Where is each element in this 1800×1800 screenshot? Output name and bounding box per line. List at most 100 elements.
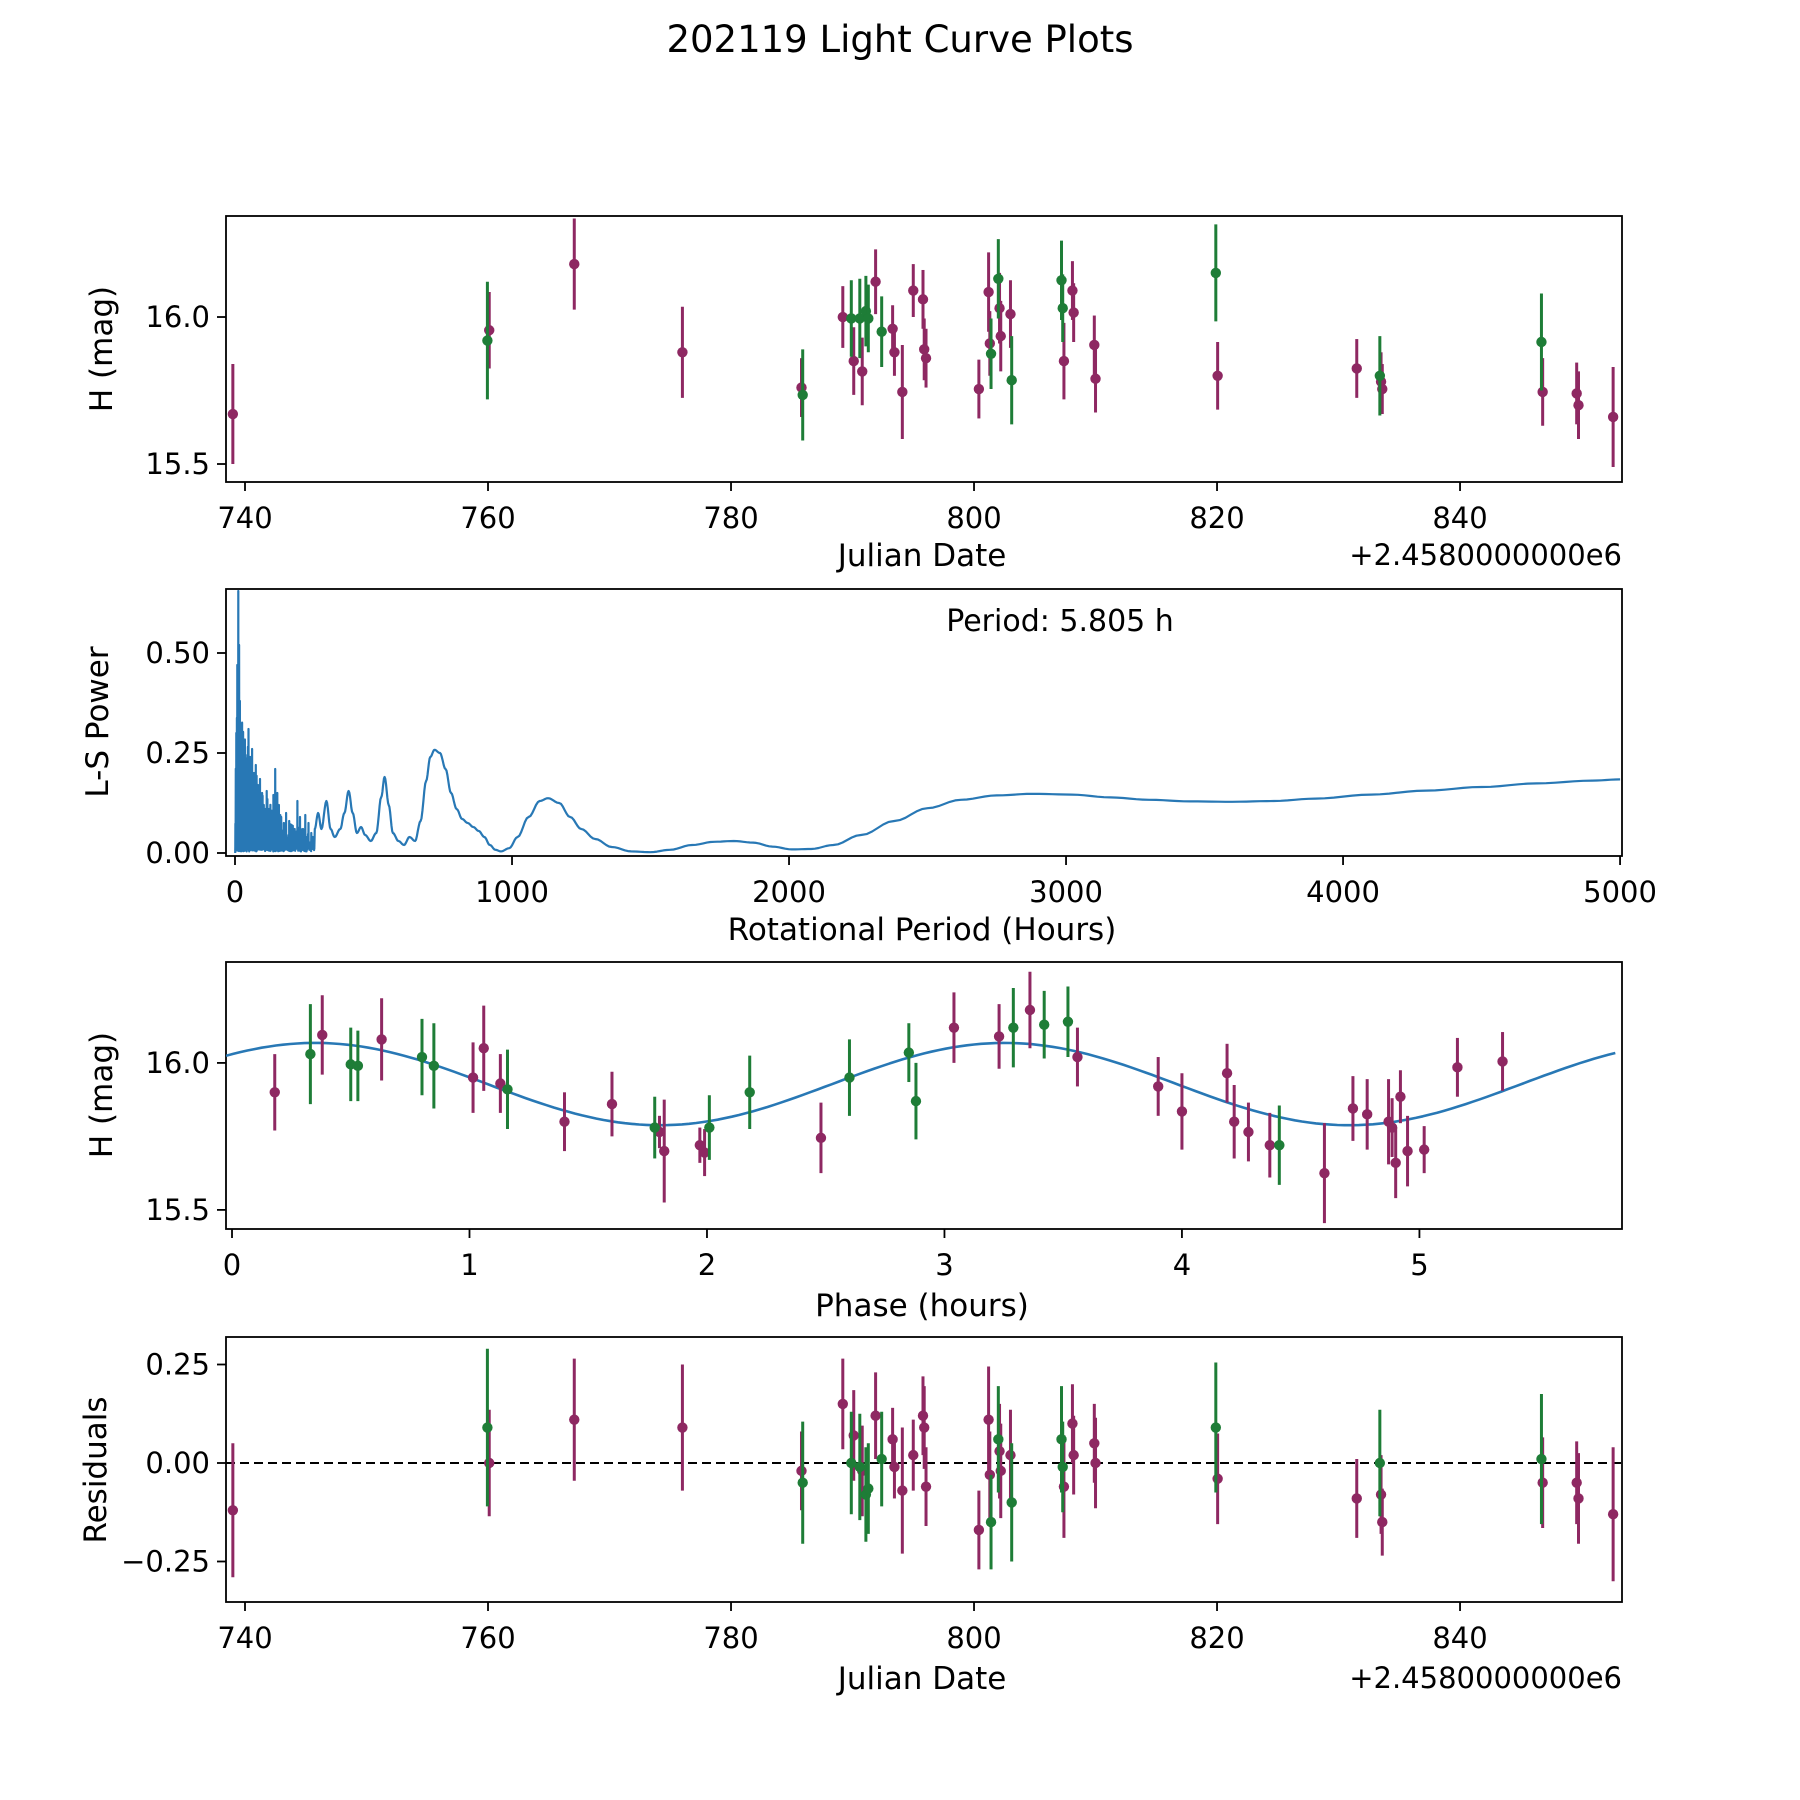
phase-point [844,1072,855,1083]
phase-point [1228,1116,1240,1127]
periodogram-curve [234,589,1621,854]
x-tick-label: 840 [1432,1621,1487,1655]
phase-point [1497,1056,1508,1067]
phase-point [1395,1091,1406,1102]
x-tick-label: 800 [946,1621,1001,1655]
phase-point [1274,1140,1285,1151]
phase-ylabel: H (mag) [84,1031,120,1159]
residual-point [870,1410,881,1421]
phase-point [649,1122,660,1133]
y-tick-label: 0.00 [145,836,210,870]
x-tick-label: 740 [217,1621,272,1655]
lightcurve-point [854,313,866,324]
phase-point [1452,1062,1463,1073]
x-tick-label: 5000 [1583,875,1657,909]
residual-point [876,1453,887,1465]
residuals-ylabel: Residuals [78,1396,114,1544]
residual-point [897,1485,908,1496]
periodogram-period-annotation: Period: 5.805 h [946,604,1174,639]
residual-point [1573,1493,1584,1504]
residual-point [1057,1461,1068,1473]
phase-point [1402,1145,1413,1157]
phase-point [606,1098,618,1110]
y-tick-label: 15.5 [145,447,210,481]
lightcurve-point [1607,411,1619,423]
phase-point [903,1047,915,1058]
y-tick-label: 15.5 [145,1193,210,1227]
residual-point [1351,1493,1362,1504]
phase-point [467,1072,479,1083]
lightcurve-point [1573,400,1584,411]
phase-point [1152,1081,1164,1092]
x-tick-label: 840 [1432,501,1487,535]
x-tick-label: 2 [698,1248,716,1282]
phase-point [352,1060,364,1072]
axes-spines [225,215,1623,483]
phase-point [428,1060,440,1072]
phase-point [659,1145,670,1157]
phase-point [1390,1157,1401,1169]
lightcurve-point [484,325,495,336]
y-tick-label: −0.25 [121,1544,210,1578]
x-tick-label: 0 [226,875,244,909]
residual-point [569,1414,580,1425]
y-tick-label: 0.50 [145,636,210,670]
residual-point [973,1524,985,1536]
lightcurve-point [870,276,881,287]
x-tick-label: 3000 [1029,875,1103,909]
residual-point [1571,1477,1582,1488]
phase-point [478,1043,489,1054]
lightcurve-point [227,408,239,420]
lightcurve-ylabel: H (mag) [84,285,120,413]
figure-title: 202119 Light Curve Plots [666,18,1134,61]
phase-point [910,1095,922,1107]
residual-point [920,1481,932,1492]
residual-point [1090,1457,1101,1469]
x-tick-label: 820 [1189,1621,1244,1655]
lightcurve-point [837,311,848,323]
x-tick-label: 760 [460,1621,515,1655]
periodogram-ylabel: L-S Power [80,646,116,798]
x-tick-label: 4000 [1306,875,1380,909]
axes-spines [225,1336,1623,1603]
phase-point [1221,1068,1233,1079]
phase-point [993,1031,1005,1042]
residual-point [889,1461,900,1473]
lightcurve-point [919,344,930,355]
phase-point [559,1116,570,1127]
phase-point [1319,1167,1330,1179]
lightcurve-point [887,323,898,334]
residual-point [919,1422,930,1433]
x-tick-label: 3 [935,1248,953,1282]
phase-point [416,1051,428,1063]
lightcurve-point [848,355,859,367]
phase-point [1347,1103,1359,1114]
phase-point [694,1140,706,1151]
residual-point [484,1457,495,1469]
phase-point [704,1122,715,1133]
x-tick-label: 2000 [752,875,826,909]
residuals-x-offset-text: +2.4580000000e6 [1349,1661,1622,1695]
lightcurve-point [1057,302,1068,314]
y-tick-label: 0.25 [145,1348,210,1382]
x-tick-label: 0 [223,1248,241,1282]
x-tick-label: 4 [1173,1248,1191,1282]
residual-point [227,1505,239,1516]
y-tick-label: 16.0 [145,300,210,334]
phase-point [269,1087,280,1098]
lightcurve-point [846,313,857,324]
x-tick-label: 800 [946,501,1001,535]
lightcurve-point [889,347,900,358]
lightcurve-point [1571,388,1582,399]
y-tick-label: 0.25 [145,736,210,770]
lightcurve-point [677,347,688,358]
phase-point [1361,1109,1373,1120]
residual-point [837,1398,848,1410]
phase-point [1264,1140,1276,1151]
lightcurve-point [973,383,985,395]
phase-point [948,1022,960,1033]
periodogram-xlabel: Rotational Period (Hours) [727,912,1117,948]
phase-point [1418,1144,1430,1155]
